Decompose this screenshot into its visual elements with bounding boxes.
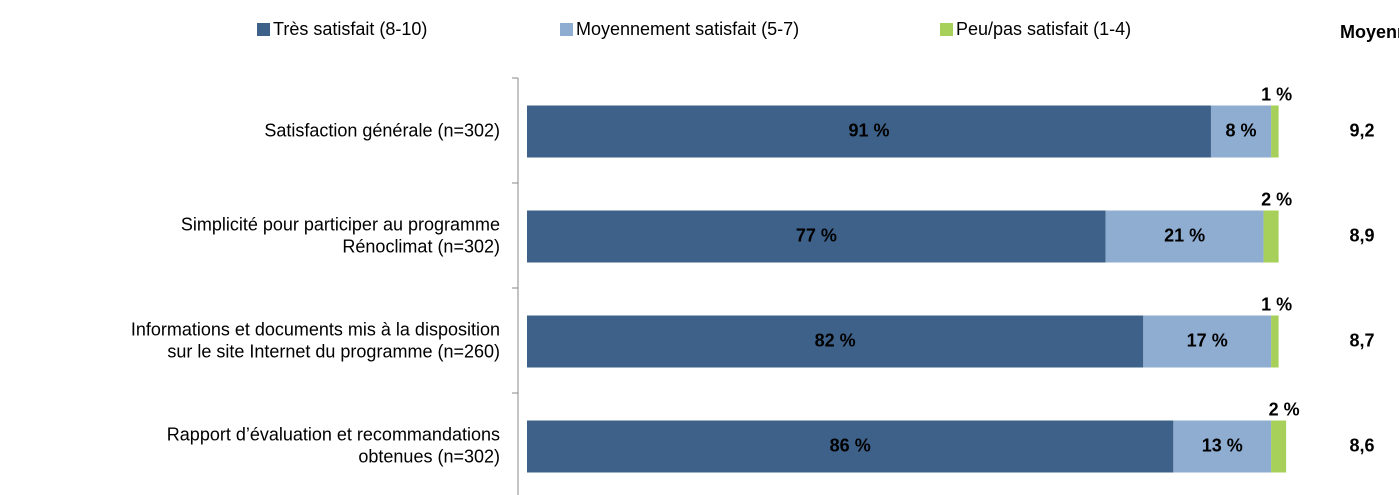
bar-segment (1105, 210, 1264, 263)
average-value: 9,2 (1349, 120, 1374, 140)
data-label: 17 % (1187, 330, 1228, 350)
bar-segment (527, 210, 1106, 263)
bar-segment (1143, 315, 1272, 368)
data-label: 91 % (848, 120, 889, 140)
data-label: 1 % (1261, 84, 1292, 104)
bar-segment (1263, 210, 1279, 263)
category-label: Informations et documents mis à la dispo… (131, 319, 500, 361)
legend-label: Moyennement satisfait (5-7) (576, 19, 799, 39)
bar-segment (527, 420, 1174, 473)
data-label: 82 % (815, 330, 856, 350)
bar-segment (1271, 315, 1279, 368)
category-label: Satisfaction générale (n=302) (264, 120, 500, 140)
legend-label: Peu/pas satisfait (1-4) (956, 19, 1131, 39)
bar-segment (527, 315, 1144, 368)
data-label: 21 % (1164, 225, 1205, 245)
data-label: 86 % (830, 435, 871, 455)
average-value: 8,7 (1349, 330, 1374, 350)
average-value: 8,9 (1349, 225, 1374, 245)
bar-segment (1173, 420, 1272, 473)
bar-segment (1271, 105, 1279, 158)
category-label: Rapport d’évaluation et recommandations o… (167, 424, 500, 466)
data-label: 77 % (796, 225, 837, 245)
averages-title: Moyenne (1340, 22, 1399, 42)
data-label: 8 % (1226, 120, 1257, 140)
bar-segment (1271, 420, 1287, 473)
legend-swatch (940, 23, 953, 36)
bar-segment (1210, 105, 1272, 158)
data-label: 1 % (1261, 294, 1292, 314)
average-value: 8,6 (1349, 435, 1374, 455)
bar-segment (527, 105, 1211, 158)
data-label: 13 % (1202, 435, 1243, 455)
data-label: 2 % (1261, 189, 1292, 209)
category-label: Simplicité pour participer au programme R… (181, 214, 500, 256)
legend-label: Très satisfait (8-10) (273, 19, 427, 39)
legend-swatch (560, 23, 573, 36)
data-label: 2 % (1269, 399, 1300, 419)
legend-swatch (257, 23, 270, 36)
